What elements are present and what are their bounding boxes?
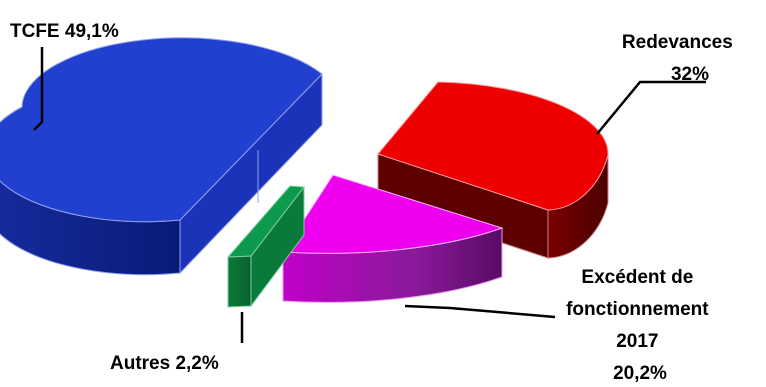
label-excedent: Excédent de fonctionnement 2017 20,2%: [566, 267, 714, 384]
label-autres: Autres 2,2%: [110, 353, 219, 374]
pie-slice-redevances: [377, 81, 609, 259]
pie-slice-excedent: [282, 174, 504, 303]
slice-top-redevances: [377, 81, 609, 211]
leader-line-redevances: [596, 80, 706, 135]
leader-line-tcfe: [33, 47, 44, 131]
label-redevances: Redevances 32%: [622, 32, 738, 85]
slice-top-tcfe: [0, 37, 323, 223]
slice-top-excedent: [282, 174, 504, 254]
pie-slice-autres: [226, 185, 305, 308]
pie-slice-tcfe: [0, 37, 323, 276]
leader-line-excedent: [404, 304, 556, 319]
label-tcfe: TCFE 49,1%: [10, 21, 119, 42]
slice-top-autres: [226, 185, 305, 258]
